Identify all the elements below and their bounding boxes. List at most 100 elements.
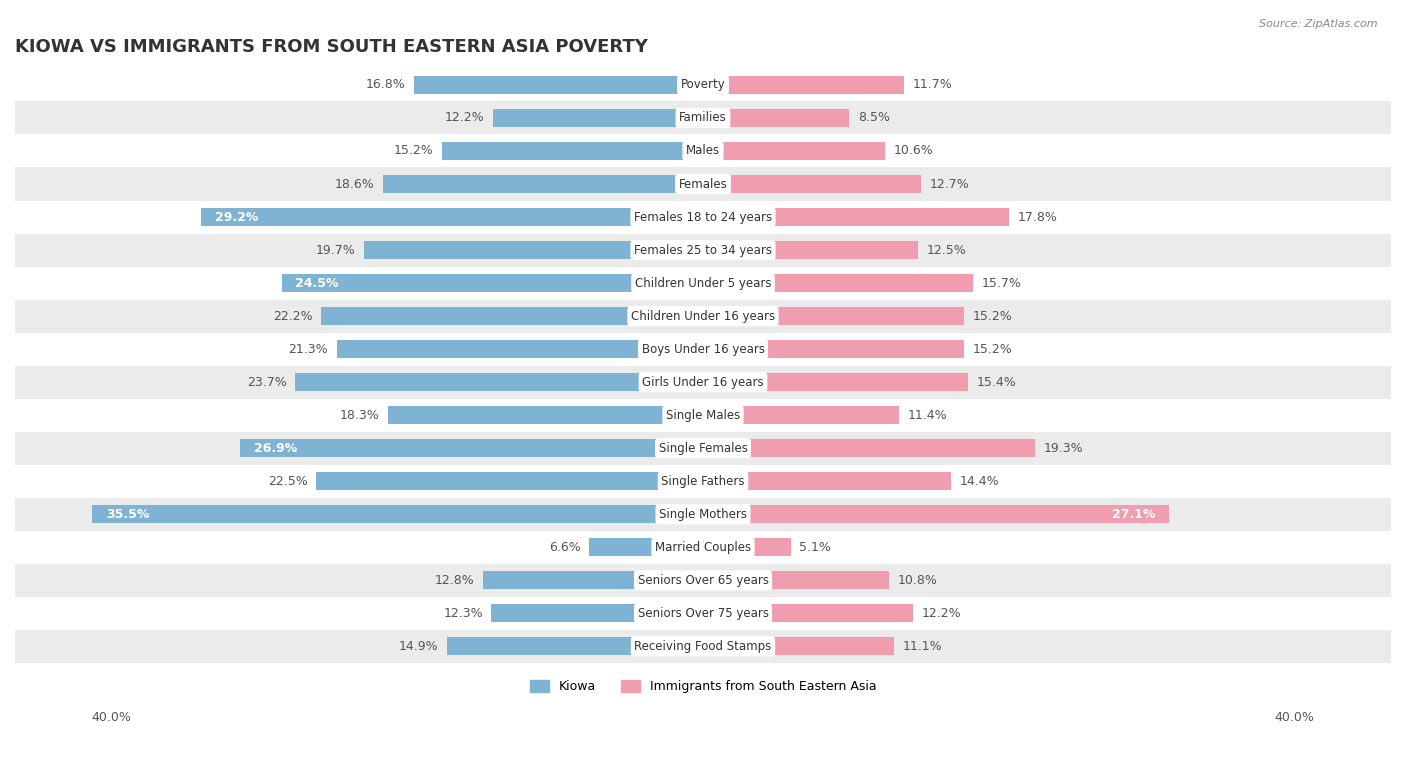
Text: Seniors Over 75 years: Seniors Over 75 years: [637, 607, 769, 620]
Text: 6.6%: 6.6%: [550, 540, 581, 554]
Bar: [336, 340, 703, 359]
Bar: [201, 208, 703, 226]
Bar: [703, 439, 1035, 457]
Bar: [15, 465, 1391, 498]
Bar: [703, 373, 967, 391]
Text: 11.7%: 11.7%: [912, 78, 953, 92]
Bar: [15, 201, 1391, 233]
Text: 21.3%: 21.3%: [288, 343, 328, 356]
Text: 18.3%: 18.3%: [340, 409, 380, 421]
Text: Children Under 5 years: Children Under 5 years: [634, 277, 772, 290]
Text: Females 25 to 34 years: Females 25 to 34 years: [634, 243, 772, 256]
Text: 15.7%: 15.7%: [981, 277, 1022, 290]
Bar: [15, 168, 1391, 201]
Bar: [703, 340, 965, 359]
Text: 12.2%: 12.2%: [921, 607, 962, 620]
Text: 24.5%: 24.5%: [295, 277, 339, 290]
Bar: [93, 505, 703, 523]
Text: Single Females: Single Females: [658, 442, 748, 455]
Bar: [703, 274, 973, 292]
Bar: [15, 564, 1391, 597]
Text: 12.7%: 12.7%: [929, 177, 970, 190]
Text: 35.5%: 35.5%: [107, 508, 149, 521]
Bar: [703, 406, 898, 424]
Text: 15.2%: 15.2%: [973, 309, 1012, 323]
Bar: [703, 637, 894, 656]
Bar: [703, 208, 1010, 226]
Bar: [15, 333, 1391, 365]
Bar: [413, 76, 703, 94]
Bar: [15, 233, 1391, 267]
Text: 22.2%: 22.2%: [273, 309, 312, 323]
Text: Married Couples: Married Couples: [655, 540, 751, 554]
Bar: [388, 406, 703, 424]
Bar: [703, 472, 950, 490]
Text: 29.2%: 29.2%: [215, 211, 257, 224]
Bar: [703, 241, 918, 259]
Bar: [321, 307, 703, 325]
Text: Receiving Food Stamps: Receiving Food Stamps: [634, 640, 772, 653]
Text: 40.0%: 40.0%: [91, 711, 131, 724]
Bar: [703, 175, 921, 193]
Text: 11.1%: 11.1%: [903, 640, 942, 653]
Text: Single Fathers: Single Fathers: [661, 475, 745, 487]
Text: Poverty: Poverty: [681, 78, 725, 92]
Text: 15.4%: 15.4%: [977, 376, 1017, 389]
Bar: [703, 604, 912, 622]
Text: Females: Females: [679, 177, 727, 190]
Text: 27.1%: 27.1%: [1112, 508, 1156, 521]
Bar: [15, 68, 1391, 102]
Text: 14.9%: 14.9%: [398, 640, 439, 653]
Bar: [441, 142, 703, 160]
Bar: [240, 439, 703, 457]
Text: 16.8%: 16.8%: [366, 78, 405, 92]
Text: 10.6%: 10.6%: [894, 145, 934, 158]
Text: 22.5%: 22.5%: [267, 475, 308, 487]
Bar: [15, 134, 1391, 168]
Bar: [364, 241, 703, 259]
Bar: [281, 274, 703, 292]
Text: Single Males: Single Males: [666, 409, 740, 421]
Bar: [316, 472, 703, 490]
Bar: [703, 505, 1170, 523]
Bar: [15, 267, 1391, 299]
Text: 14.4%: 14.4%: [959, 475, 998, 487]
Bar: [703, 109, 849, 127]
Bar: [703, 538, 790, 556]
Bar: [295, 373, 703, 391]
Bar: [382, 175, 703, 193]
Text: KIOWA VS IMMIGRANTS FROM SOUTH EASTERN ASIA POVERTY: KIOWA VS IMMIGRANTS FROM SOUTH EASTERN A…: [15, 38, 648, 56]
Bar: [703, 142, 886, 160]
Text: 12.8%: 12.8%: [434, 574, 474, 587]
Bar: [15, 102, 1391, 134]
Bar: [15, 299, 1391, 333]
Text: 40.0%: 40.0%: [1275, 711, 1315, 724]
Bar: [15, 498, 1391, 531]
Bar: [703, 76, 904, 94]
Text: Girls Under 16 years: Girls Under 16 years: [643, 376, 763, 389]
Text: 12.3%: 12.3%: [443, 607, 482, 620]
Legend: Kiowa, Immigrants from South Eastern Asia: Kiowa, Immigrants from South Eastern Asi…: [524, 675, 882, 698]
Text: Families: Families: [679, 111, 727, 124]
Text: 8.5%: 8.5%: [858, 111, 890, 124]
Bar: [15, 432, 1391, 465]
Bar: [15, 531, 1391, 564]
Text: 15.2%: 15.2%: [394, 145, 433, 158]
Bar: [15, 597, 1391, 630]
Bar: [589, 538, 703, 556]
Text: Single Mothers: Single Mothers: [659, 508, 747, 521]
Text: Children Under 16 years: Children Under 16 years: [631, 309, 775, 323]
Text: 19.7%: 19.7%: [316, 243, 356, 256]
Text: 23.7%: 23.7%: [247, 376, 287, 389]
Text: 19.3%: 19.3%: [1043, 442, 1083, 455]
Bar: [15, 630, 1391, 663]
Text: Source: ZipAtlas.com: Source: ZipAtlas.com: [1260, 19, 1378, 29]
Bar: [15, 399, 1391, 432]
Text: 12.2%: 12.2%: [444, 111, 485, 124]
Bar: [492, 604, 703, 622]
Text: Males: Males: [686, 145, 720, 158]
Text: 5.1%: 5.1%: [800, 540, 831, 554]
Text: 12.5%: 12.5%: [927, 243, 966, 256]
Text: 11.4%: 11.4%: [908, 409, 948, 421]
Text: 26.9%: 26.9%: [254, 442, 297, 455]
